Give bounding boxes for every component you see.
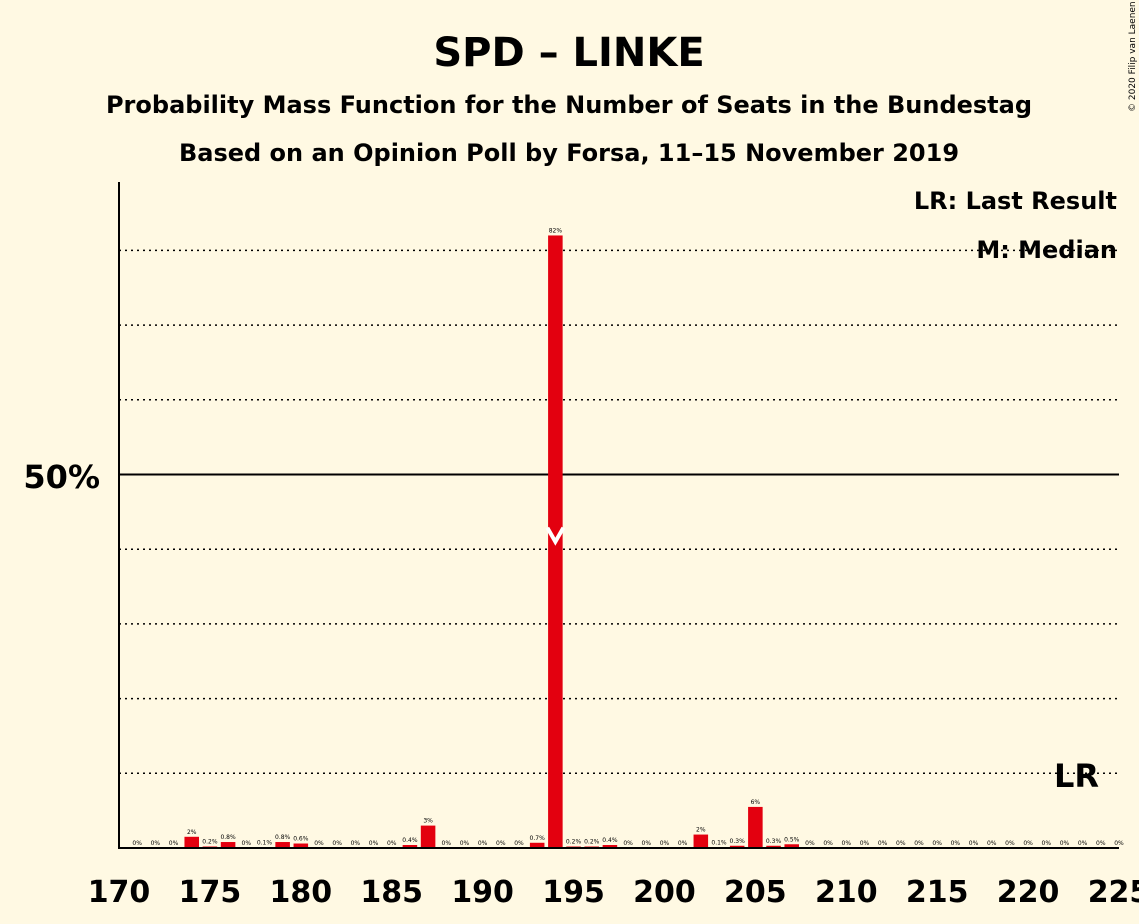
x-tick-label: 220 <box>997 875 1060 910</box>
copyright-text: © 2020 Filip van Laenen <box>1128 1 1138 112</box>
x-tick-label: 170 <box>88 875 151 910</box>
bar-value-label: 0% <box>496 840 506 847</box>
bar-value-label: 6% <box>751 799 761 806</box>
bar-value-label: 0% <box>1042 840 1052 847</box>
bar-value-label: 0% <box>932 840 942 847</box>
bar-value-label: 0% <box>351 840 361 847</box>
bar-value-label: 0% <box>132 840 142 847</box>
bar-value-label: 0% <box>678 840 688 847</box>
bar-value-label: 0.2% <box>566 839 582 846</box>
bar <box>402 845 418 848</box>
bar-value-label: 0.8% <box>275 834 291 841</box>
y-axis-label-50: 50% <box>23 458 100 496</box>
bar-value-label: 0% <box>460 840 470 847</box>
gridlines <box>119 249 1119 775</box>
bar <box>748 806 763 848</box>
last-result-marker: LR <box>1054 757 1099 795</box>
median-marker <box>545 526 566 546</box>
bar-value-label: 0.2% <box>584 839 600 846</box>
bar-value-label: 2% <box>696 827 706 834</box>
bar <box>420 825 436 848</box>
bar-value-label: 0% <box>951 840 961 847</box>
bar-value-label: 0.3% <box>766 838 782 845</box>
bar-value-label: 0.4% <box>602 837 618 844</box>
bar-labels: 0% 0% 0%2%0.2%0.8%0% 0.1%0.8% 0.6%0% 0% 0% 0% 0%… <box>132 227 1124 847</box>
x-tick-label: 215 <box>906 875 969 910</box>
bar-value-label: 0% <box>914 840 924 847</box>
legend-median: M: Median <box>976 236 1117 264</box>
bar-value-label: 0% <box>842 840 852 847</box>
bar-value-label: 0.5% <box>784 836 800 843</box>
bars <box>184 235 799 848</box>
x-tick-label: 185 <box>360 875 423 910</box>
bar <box>602 845 618 848</box>
bar-value-label: 0.1% <box>711 839 727 846</box>
bar-value-label: 0% <box>1078 840 1088 847</box>
x-tick-label: 200 <box>633 875 696 910</box>
bar-value-label: 0% <box>369 840 379 847</box>
bar-value-label: 0% <box>642 840 652 847</box>
bar-value-label: 0% <box>987 840 997 847</box>
x-tick-label: 205 <box>724 875 787 910</box>
bar <box>729 845 745 848</box>
bar-value-label: 0% <box>969 840 979 847</box>
bar <box>184 836 199 848</box>
bar-value-label: 0% <box>1114 840 1124 847</box>
x-tick-label: 175 <box>179 875 242 910</box>
bar-value-label: 0.6% <box>293 836 309 843</box>
bar-value-label: 0.2% <box>202 839 218 846</box>
bar-value-label: 2% <box>187 829 197 836</box>
bar-value-label: 0% <box>314 840 324 847</box>
bar-value-label: 0.7% <box>530 835 546 842</box>
bar-value-label: 0% <box>1005 840 1015 847</box>
bar <box>220 842 236 848</box>
bar-value-label: 0% <box>478 840 488 847</box>
bar-value-label: 0% <box>387 840 397 847</box>
bar-value-label: 0% <box>332 840 342 847</box>
chart-subtitle-2: Based on an Opinion Poll by Forsa, 11–15… <box>179 139 959 167</box>
x-tick-label: 180 <box>270 875 333 910</box>
bar-value-label: 82% <box>549 227 563 234</box>
x-tick-label: 190 <box>451 875 514 910</box>
bar <box>529 842 545 848</box>
bar-value-label: 0% <box>660 840 670 847</box>
bar-value-label: 0% <box>1023 840 1033 847</box>
bar-value-label: 0% <box>514 840 524 847</box>
bar-value-label: 0.4% <box>402 837 418 844</box>
bar-value-label: 0% <box>151 840 161 847</box>
bar <box>693 834 709 848</box>
bar-value-label: 0% <box>896 840 906 847</box>
bar-value-label: 0% <box>169 840 179 847</box>
chart-subtitle-1: Probability Mass Function for the Number… <box>106 91 1032 119</box>
bar-value-label: 0.8% <box>220 834 236 841</box>
bar <box>784 844 799 848</box>
legend-last-result: LR: Last Result <box>914 187 1117 215</box>
bar-value-label: 3% <box>423 818 433 825</box>
x-axis-ticks: 170 175 180 185 190 195 200 205 210 215 220 225 <box>88 875 1139 910</box>
bar <box>293 843 309 848</box>
bar-value-label: 0.3% <box>730 838 746 845</box>
bar-value-label: 0% <box>1096 840 1106 847</box>
bar-value-label: 0.1% <box>257 839 273 846</box>
bar-value-label: 0% <box>805 840 815 847</box>
x-tick-label: 225 <box>1088 875 1139 910</box>
bar-value-label: 0% <box>1060 840 1070 847</box>
bar-value-label: 0% <box>860 840 870 847</box>
bar-value-label: 0% <box>878 840 888 847</box>
bar <box>275 842 290 848</box>
bar <box>766 845 781 848</box>
bar-value-label: 0% <box>623 840 633 847</box>
bar-value-label: 0% <box>242 840 252 847</box>
x-tick-label: 195 <box>542 875 605 910</box>
bar-value-label: 0% <box>442 840 452 847</box>
chart-title: SPD – LINKE <box>433 30 704 76</box>
bar-value-label: 0% <box>823 840 833 847</box>
x-tick-label: 210 <box>815 875 878 910</box>
